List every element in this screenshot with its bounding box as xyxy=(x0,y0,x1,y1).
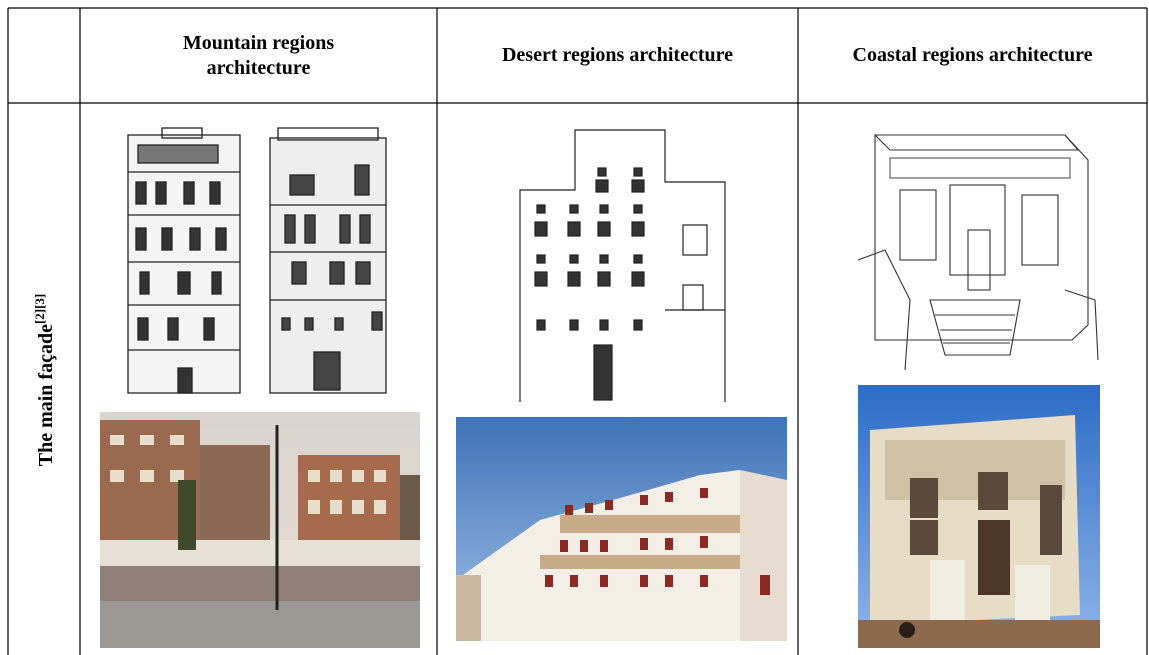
mountain-photo-image xyxy=(100,412,420,648)
coastal-sketch-image xyxy=(857,134,1099,371)
table-borders xyxy=(7,7,1148,655)
desert-sketch-image xyxy=(519,129,726,402)
citation-refs: [2][3] xyxy=(32,293,48,325)
column-header: Coastal regions architecture xyxy=(852,44,1093,66)
coastal-photo-image xyxy=(858,385,1100,648)
column-header: Mountain regions architecture xyxy=(80,8,437,103)
desert-photo-image xyxy=(456,417,787,641)
row-label: The main façade[2][3] xyxy=(32,294,58,467)
column-header: Desert regions architecture xyxy=(501,44,734,66)
header-text: Mountain regions architecture xyxy=(182,31,335,79)
row-label-text: The main façade xyxy=(34,324,57,467)
mountain-sketch-image xyxy=(127,127,387,394)
